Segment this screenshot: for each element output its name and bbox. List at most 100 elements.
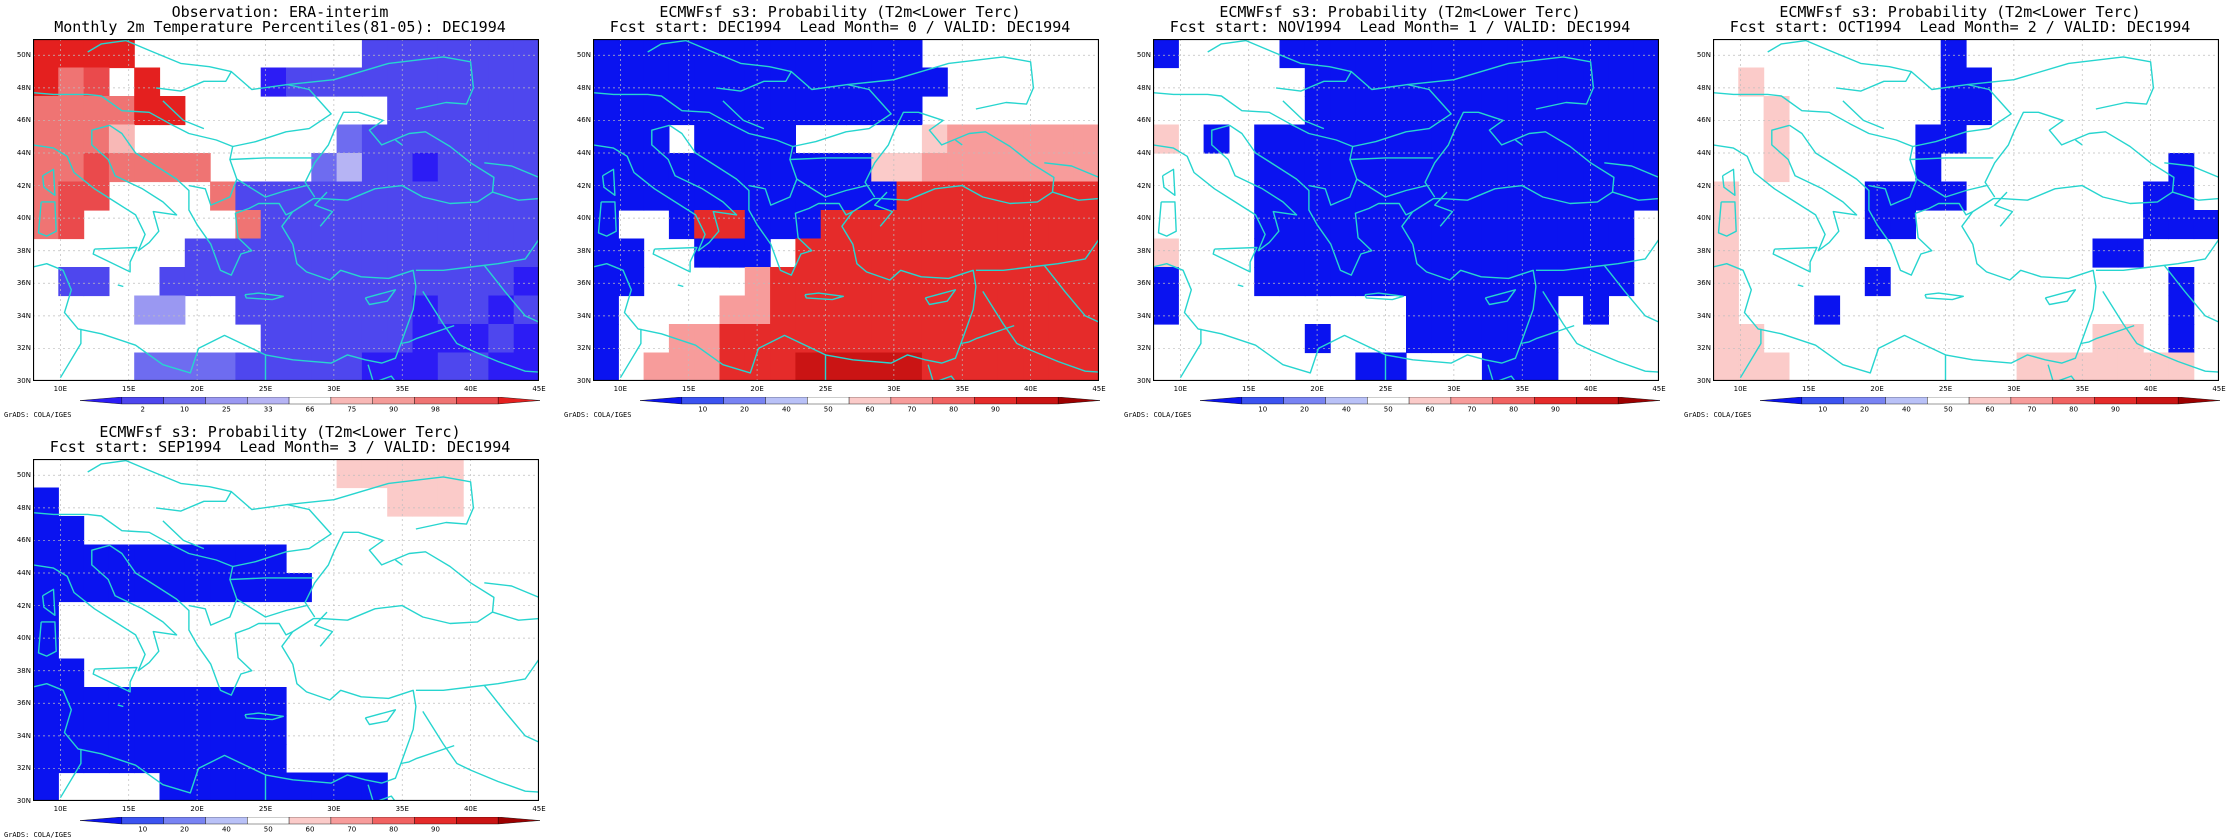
- lat-tick-label: 46N: [16, 116, 31, 125]
- grid-cell: [33, 687, 59, 717]
- coastline: [2164, 162, 2219, 201]
- grid-cell: [361, 181, 388, 211]
- panel-title: ECMWFsf s3: Probability (T2m<Lower Terc): [99, 423, 461, 441]
- grid-cell: [412, 39, 439, 69]
- grid-cell: [1507, 153, 1534, 183]
- coastlines: [33, 39, 539, 381]
- grid-cell: [1456, 210, 1483, 240]
- grid-cell: [1355, 238, 1382, 268]
- grid-cell: [1583, 124, 1609, 154]
- grid-cell: [488, 153, 515, 183]
- grid-cell: [33, 744, 59, 774]
- lon-tick-label: 35E: [1515, 385, 1529, 393]
- coastline: [33, 92, 238, 206]
- lat-tick-label: 30N: [576, 377, 591, 385]
- colorbar-swatch: [1283, 396, 1326, 405]
- coastline: [1713, 124, 1858, 252]
- grid-cell: [1583, 295, 1609, 325]
- map-svg: [593, 39, 1099, 381]
- grid-cell: [260, 267, 287, 297]
- lat-tick-label: 46N: [16, 536, 31, 545]
- grid-cell: [260, 210, 287, 240]
- grid-cell: [108, 687, 135, 717]
- colorbar-tick-label: 66: [306, 406, 315, 413]
- grid-cell: [719, 67, 746, 97]
- grid-cell: [1583, 267, 1609, 297]
- lat-tick-label: 32N: [16, 344, 31, 353]
- lat-tick-label: 44N: [16, 569, 31, 577]
- lat-tick-label: 36N: [16, 699, 31, 708]
- grid-cell: [1023, 181, 1049, 211]
- lon-tick-label: 20E: [190, 385, 204, 393]
- grid-cell: [820, 39, 847, 69]
- panel-subtitle: Monthly 2m Temperature Percentiles(81-05…: [54, 18, 506, 36]
- grid-cell: [896, 153, 923, 183]
- colorbar-tick-label: 70: [1467, 406, 1476, 413]
- colorbar-swatch: [1057, 396, 1101, 405]
- grid-cell: [513, 210, 539, 240]
- colorbar-swatch: [205, 396, 248, 405]
- coastline: [1212, 246, 1258, 273]
- grid-cell: [361, 210, 388, 240]
- grid-cell: [463, 153, 489, 183]
- coastline: [33, 512, 238, 626]
- grid-cell: [1380, 267, 1407, 297]
- grid-cell: [593, 39, 619, 69]
- grid-cell: [618, 96, 645, 126]
- colorbar-swatch: [163, 396, 206, 405]
- grid-cell: [1456, 295, 1483, 325]
- grid-cell: [1406, 295, 1432, 325]
- coastline: [1364, 292, 1405, 301]
- grid-cell: [593, 238, 619, 268]
- grid-cell: [1355, 267, 1382, 297]
- colorbar-swatch: [932, 396, 975, 405]
- lat-tick-label: 48N: [576, 83, 591, 92]
- coastlines: [593, 39, 1099, 381]
- grid-cell: [311, 295, 338, 325]
- grid-cell: [1532, 238, 1559, 268]
- grid-cell: [412, 67, 439, 97]
- grid-cell: [513, 267, 539, 297]
- grid-cell: [668, 324, 695, 354]
- grid-cell: [1890, 210, 1916, 240]
- lon-tick-label: 10E: [53, 805, 68, 813]
- colorbar-svg: 10 20 40 50 60 70 80 90: [639, 396, 1101, 414]
- grid-cell: [1048, 352, 1075, 381]
- coastline: [1237, 284, 1244, 288]
- grid-cell: [134, 153, 161, 183]
- grid-cell: [412, 459, 439, 489]
- grid-cell: [947, 210, 974, 240]
- grid-cell: [593, 153, 619, 183]
- grid-cell: [361, 153, 388, 183]
- graticule: [1713, 39, 2219, 381]
- grid-cell: [643, 153, 670, 183]
- grid-cell: [361, 459, 388, 489]
- map-plot: 50N 48N 46N 44N 42N 40N 38N 36N 34N 32N 30N 10E 15E 2…: [17, 39, 546, 393]
- lat-tick-label: 34N: [16, 731, 31, 740]
- grid-cell: [1330, 210, 1356, 240]
- grid-cell: [463, 210, 489, 240]
- grid-cell: [513, 352, 539, 381]
- grid-cell: [1073, 324, 1099, 354]
- grid-cell: [1557, 181, 1584, 211]
- coastline: [229, 577, 314, 581]
- coastline: [647, 39, 793, 92]
- grid-cell: [1507, 67, 1534, 97]
- coastline: [483, 264, 539, 323]
- grid-cell: [108, 573, 135, 603]
- grid-cell: [694, 67, 721, 97]
- grid-cell: [336, 238, 363, 268]
- lon-tick-label: 20E: [1870, 385, 1884, 393]
- grid-cell: [1583, 153, 1609, 183]
- grid-cell: [463, 39, 489, 69]
- coastline: [314, 611, 334, 647]
- grid-cell: [286, 267, 312, 297]
- colorbar-tick-label: 10: [1258, 406, 1267, 413]
- colorbar-svg: 10 20 40 50 60 70 80 90: [79, 816, 541, 834]
- lon-tick-label: 40E: [1023, 385, 1038, 393]
- coastline: [236, 178, 307, 198]
- grid-cell: [1713, 267, 1739, 297]
- grid-cell: [1048, 124, 1075, 154]
- grid-cell: [58, 516, 85, 546]
- lat-tick-label: 48N: [16, 503, 31, 512]
